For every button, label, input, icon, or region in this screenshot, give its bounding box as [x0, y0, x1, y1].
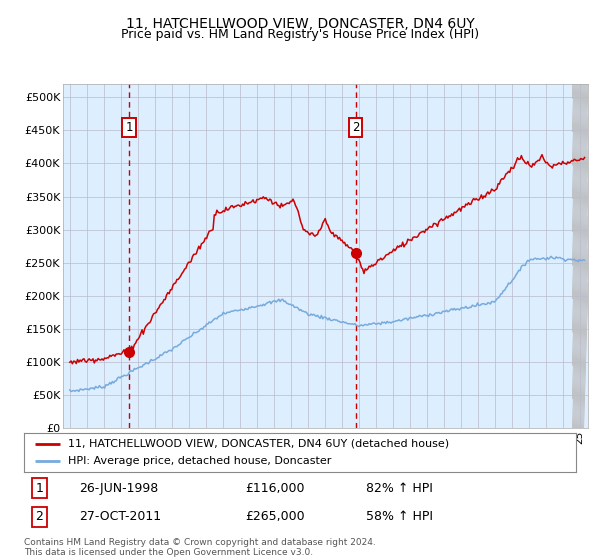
Text: 1: 1 — [125, 120, 133, 133]
Text: £265,000: £265,000 — [245, 511, 304, 524]
Text: 82% ↑ HPI: 82% ↑ HPI — [366, 482, 433, 494]
Text: 26-JUN-1998: 26-JUN-1998 — [79, 482, 158, 494]
Text: HPI: Average price, detached house, Doncaster: HPI: Average price, detached house, Donc… — [68, 456, 332, 466]
Text: £116,000: £116,000 — [245, 482, 304, 494]
Text: 58% ↑ HPI: 58% ↑ HPI — [366, 511, 433, 524]
Text: Contains HM Land Registry data © Crown copyright and database right 2024.
This d: Contains HM Land Registry data © Crown c… — [24, 538, 376, 557]
Text: 27-OCT-2011: 27-OCT-2011 — [79, 511, 161, 524]
Text: 11, HATCHELLWOOD VIEW, DONCASTER, DN4 6UY (detached house): 11, HATCHELLWOOD VIEW, DONCASTER, DN4 6U… — [68, 438, 449, 449]
Text: 2: 2 — [352, 120, 359, 133]
Text: Price paid vs. HM Land Registry's House Price Index (HPI): Price paid vs. HM Land Registry's House … — [121, 28, 479, 41]
Text: 2: 2 — [35, 511, 43, 524]
Text: 1: 1 — [35, 482, 43, 494]
Text: 11, HATCHELLWOOD VIEW, DONCASTER, DN4 6UY: 11, HATCHELLWOOD VIEW, DONCASTER, DN4 6U… — [125, 17, 475, 31]
